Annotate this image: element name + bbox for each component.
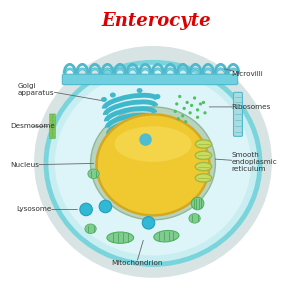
Wedge shape [190,68,201,74]
Wedge shape [152,68,164,74]
Ellipse shape [85,224,96,233]
Wedge shape [202,68,214,74]
Ellipse shape [174,110,177,113]
Ellipse shape [101,97,107,102]
Text: Golgi
apparatus: Golgi apparatus [18,82,101,100]
Wedge shape [177,68,189,74]
Text: Microvilli: Microvilli [224,69,263,77]
Ellipse shape [196,108,199,112]
Ellipse shape [99,200,112,213]
Ellipse shape [195,163,212,171]
Text: Nucleus: Nucleus [10,162,94,168]
Ellipse shape [188,111,192,115]
Ellipse shape [181,114,184,118]
Ellipse shape [46,62,260,264]
Ellipse shape [136,88,142,93]
Ellipse shape [154,94,160,99]
Ellipse shape [185,101,189,104]
Ellipse shape [193,96,196,100]
Wedge shape [228,68,239,74]
Ellipse shape [199,102,202,106]
Text: Lysosome: Lysosome [16,206,77,212]
Ellipse shape [34,46,272,278]
Ellipse shape [184,120,187,123]
Wedge shape [77,68,88,74]
Ellipse shape [142,217,155,229]
Ellipse shape [202,101,205,104]
Ellipse shape [91,107,215,220]
Ellipse shape [154,230,179,242]
Wedge shape [127,68,138,74]
Ellipse shape [195,174,212,182]
Ellipse shape [190,104,193,107]
Text: Ribosomes: Ribosomes [209,104,271,110]
Ellipse shape [88,169,99,178]
Ellipse shape [114,126,192,162]
Ellipse shape [196,116,199,119]
Wedge shape [102,68,113,74]
Text: Smooth
endoplasmic
reticulum: Smooth endoplasmic reticulum [215,152,278,172]
Ellipse shape [203,111,207,115]
Wedge shape [89,68,100,74]
FancyBboxPatch shape [233,92,242,136]
Ellipse shape [139,134,152,146]
FancyBboxPatch shape [50,114,52,138]
Ellipse shape [191,197,204,210]
Ellipse shape [55,71,251,256]
Ellipse shape [175,102,178,106]
Wedge shape [140,68,151,74]
Wedge shape [215,68,226,74]
Ellipse shape [195,151,212,160]
Wedge shape [114,68,126,74]
FancyBboxPatch shape [53,114,55,138]
Ellipse shape [97,114,209,215]
Wedge shape [165,68,176,74]
Ellipse shape [80,203,92,216]
Text: Mitochondrion: Mitochondrion [111,240,162,266]
Ellipse shape [107,232,134,243]
Text: Desmosome: Desmosome [10,123,55,129]
Ellipse shape [182,107,186,110]
Ellipse shape [189,214,200,223]
Ellipse shape [110,92,116,98]
Wedge shape [64,68,75,74]
Ellipse shape [195,140,212,148]
Ellipse shape [178,95,182,98]
Ellipse shape [177,117,180,120]
Text: Enterocyte: Enterocyte [101,12,211,30]
FancyBboxPatch shape [62,74,238,85]
